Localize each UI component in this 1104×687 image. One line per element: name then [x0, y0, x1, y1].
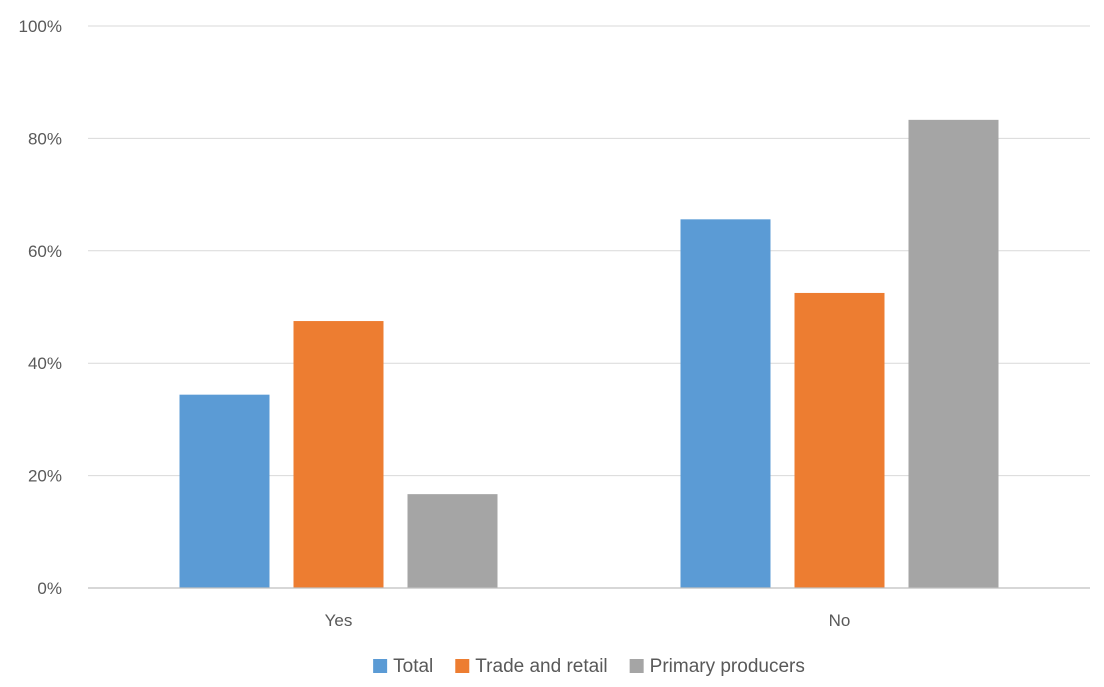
legend-swatch [629, 659, 644, 673]
bar-trade-and-retail-no [794, 292, 885, 588]
legend: Total Trade and retail Primary producers [373, 656, 805, 677]
legend-label: Primary producers [650, 656, 805, 677]
legend-label: Total [393, 656, 433, 677]
x-tick-label: No [829, 611, 851, 630]
y-tick-label: 0% [37, 579, 62, 598]
legend-swatch [373, 659, 388, 673]
bar-trade-and-retail-yes [293, 321, 384, 588]
y-tick-label: 40% [28, 354, 62, 373]
y-tick-label: 20% [28, 467, 62, 486]
x-axis-tick-labels: Yes No [325, 611, 851, 630]
legend-item: Primary producers [629, 656, 805, 677]
bar-total-yes [179, 394, 270, 588]
bar-total-no [680, 219, 771, 588]
legend-label: Trade and retail [475, 656, 607, 677]
y-tick-label: 80% [28, 129, 62, 148]
x-tick-label: Yes [325, 611, 353, 630]
y-tick-label: 60% [28, 242, 62, 261]
bar-primary-producers-yes [407, 494, 498, 588]
bars [179, 119, 999, 588]
legend-item: Trade and retail [455, 656, 608, 677]
y-tick-label: 100% [19, 17, 62, 36]
bar-primary-producers-no [908, 119, 999, 588]
y-axis-tick-labels: 0% 20% 40% 60% 80% 100% [19, 17, 62, 598]
legend-item: Total [373, 656, 433, 677]
legend-swatch [455, 659, 470, 673]
